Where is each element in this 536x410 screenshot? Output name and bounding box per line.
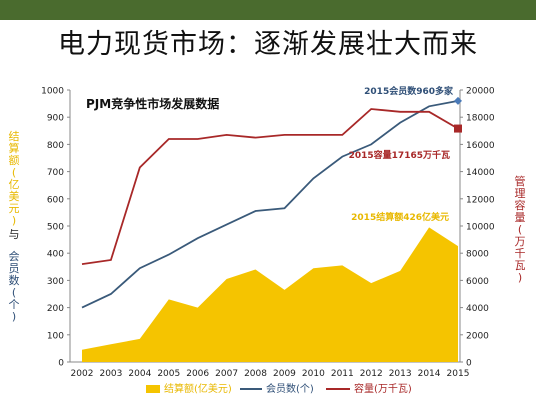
x-tick-label: 2003 xyxy=(99,369,122,379)
left-axis-title-part2: 个 xyxy=(9,298,20,311)
left-tick-label: 800 xyxy=(47,141,64,151)
left-axis-title-part1: 元 xyxy=(9,202,20,215)
right-axis-title: 瓦 xyxy=(515,259,526,272)
right-axis-title: 万 xyxy=(515,235,526,248)
left-axis-title-part2: ( xyxy=(12,286,16,299)
x-tick-label: 2014 xyxy=(418,369,441,379)
x-tick-label: 2013 xyxy=(389,369,412,379)
right-axis-title: 管 xyxy=(515,174,526,188)
x-tick-label: 2006 xyxy=(186,369,209,379)
x-tick-label: 2004 xyxy=(128,369,151,379)
right-axis-title: 量 xyxy=(515,211,526,224)
x-tick-label: 2010 xyxy=(302,369,325,379)
left-tick-label: 300 xyxy=(47,277,64,287)
right-tick-label: 18000 xyxy=(466,114,495,124)
right-tick-label: 14000 xyxy=(466,168,495,178)
left-tick-label: 0 xyxy=(58,359,64,369)
header-band xyxy=(0,0,536,20)
annotation-settlement: 2015结算额426亿美元 xyxy=(351,211,449,223)
left-axis-title-part2: 数 xyxy=(9,274,20,287)
left-tick-label: 600 xyxy=(47,195,64,205)
data-point-members-2015 xyxy=(454,96,462,105)
left-tick-label: 900 xyxy=(47,114,64,124)
series-area-settlement xyxy=(82,227,458,362)
right-tick-label: 10000 xyxy=(466,223,495,233)
x-tick-label: 2007 xyxy=(215,369,238,379)
left-axis-title-part2: 会 xyxy=(9,250,20,263)
right-tick-label: 12000 xyxy=(466,195,495,205)
legend-label-settlement: 结算额(亿美元) xyxy=(164,382,232,395)
left-axis-title-part1: ( xyxy=(12,166,16,179)
right-tick-label: 8000 xyxy=(466,250,489,260)
legend-swatch-settlement xyxy=(146,385,160,393)
legend-label-members: 会员数(个) xyxy=(266,382,314,395)
annotation-members: 2015会员数960多家 xyxy=(364,85,454,97)
left-axis-title-part1: ) xyxy=(12,214,16,227)
left-axis-title-part2: 员 xyxy=(9,262,20,275)
legend-label-capacity: 容量(万千瓦) xyxy=(354,382,412,395)
left-axis-title-part1: 美 xyxy=(9,190,20,203)
data-point-capacity-2015 xyxy=(454,124,462,133)
left-axis-title-part1: 额 xyxy=(9,154,20,167)
slide-title: 电力现货市场：逐渐发展壮大而来 xyxy=(58,29,478,60)
annotation-capacity: 2015容量17165万千瓦 xyxy=(349,149,450,161)
right-tick-label: 6000 xyxy=(466,277,489,287)
x-tick-label: 2009 xyxy=(273,369,296,379)
x-tick-label: 2015 xyxy=(447,369,470,379)
left-axis-title-part2: ) xyxy=(12,310,16,323)
left-tick-label: 1000 xyxy=(41,87,64,97)
series-line-capacity xyxy=(81,108,459,265)
chart-title: PJM竞争性市场发展数据 xyxy=(86,96,219,111)
left-axis-title-mid: 与 xyxy=(9,228,20,241)
left-tick-label: 100 xyxy=(47,331,64,341)
right-tick-label: 16000 xyxy=(466,141,495,151)
x-tick-label: 2002 xyxy=(71,369,94,379)
x-tick-label: 2011 xyxy=(331,369,354,379)
right-tick-label: 20000 xyxy=(466,87,495,97)
left-tick-label: 700 xyxy=(47,168,64,178)
x-tick-label: 2012 xyxy=(360,369,383,379)
right-tick-label: 0 xyxy=(466,359,472,369)
left-axis-title-part1: 结 xyxy=(9,130,20,143)
right-axis-title: ) xyxy=(518,271,522,284)
left-tick-label: 500 xyxy=(47,223,64,233)
left-axis-title-part1: 算 xyxy=(9,141,20,155)
right-axis-title: ( xyxy=(518,223,522,236)
left-tick-label: 400 xyxy=(47,250,64,260)
series-line-members xyxy=(81,100,459,309)
right-axis-title: 容 xyxy=(515,198,526,212)
left-axis-title-part1: 亿 xyxy=(9,178,20,191)
right-axis-title: 千 xyxy=(515,247,526,260)
x-tick-label: 2008 xyxy=(244,369,267,379)
right-tick-label: 2000 xyxy=(466,331,489,341)
left-tick-label: 200 xyxy=(47,304,64,314)
right-tick-label: 4000 xyxy=(466,304,489,314)
right-axis-title: 理 xyxy=(515,187,526,200)
x-tick-label: 2005 xyxy=(157,369,180,379)
